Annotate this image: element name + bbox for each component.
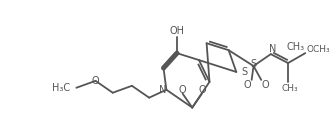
Text: O: O [243,80,251,90]
Text: S: S [241,67,247,77]
Text: OCH₃: OCH₃ [307,45,330,54]
Text: N: N [159,85,166,95]
Text: O: O [179,85,186,95]
Text: O: O [261,80,269,90]
Text: O: O [92,76,99,86]
Text: O: O [198,85,206,95]
Text: S: S [251,59,257,69]
Text: CH₃: CH₃ [282,84,298,93]
Text: N: N [269,44,276,54]
Text: H₃C: H₃C [53,83,71,93]
Text: OH: OH [169,26,184,36]
Text: CH₃: CH₃ [287,42,305,52]
